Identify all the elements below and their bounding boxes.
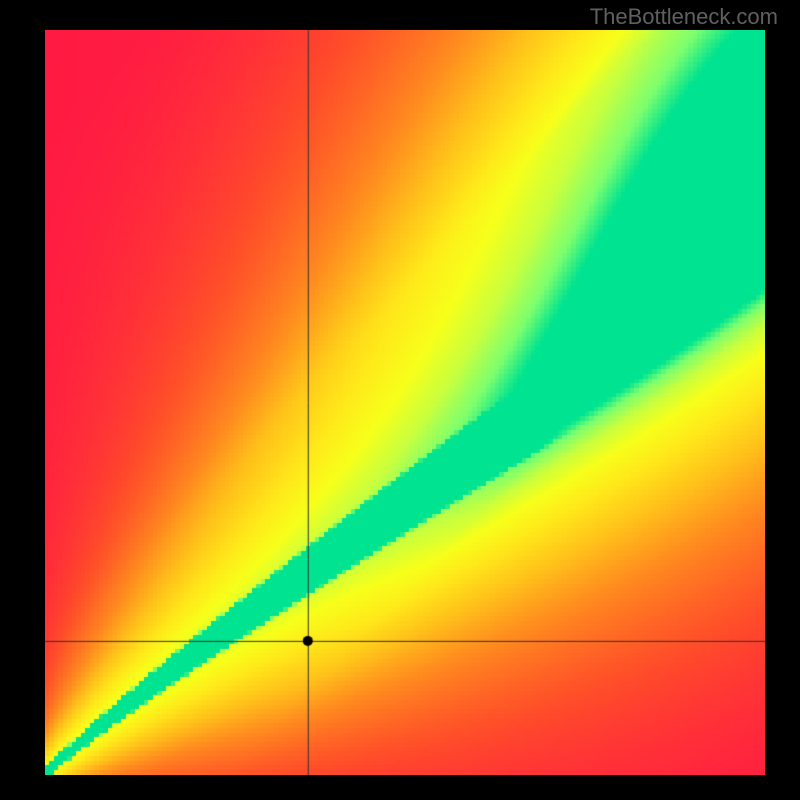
bottleneck-heatmap (45, 30, 765, 775)
chart-outer-frame: TheBottleneck.com (0, 0, 800, 800)
watermark-label: TheBottleneck.com (590, 4, 778, 30)
